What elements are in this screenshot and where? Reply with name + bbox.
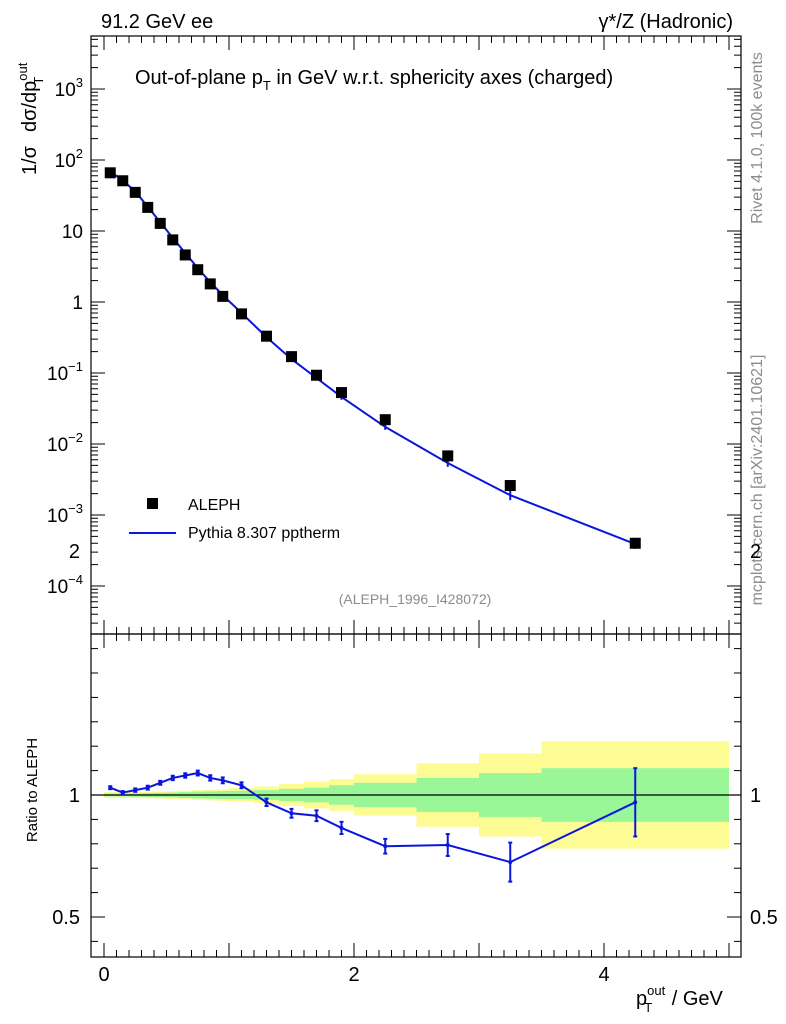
y-tick-label: 102 [55,146,83,172]
ratio-point [633,800,638,805]
aleph-data-point [379,414,391,426]
mcplots-label: mcplots.cern.ch [arXiv:2401.10621] [749,355,766,606]
x-tick-label: 4 [598,964,609,986]
ratio-y-tick-label-left: 1 [69,785,80,807]
ratio-point [133,788,138,793]
ratio-point [158,780,163,785]
legend-data-marker [147,498,158,509]
y-tick-label: 10−4 [47,572,83,598]
ratio-point [195,771,200,776]
aleph-data-point [217,290,229,302]
legend-mc-label: Pythia 8.307 pptherm [188,525,340,542]
ratio-point [445,843,450,848]
aleph-data-point [167,234,179,246]
aleph-data-point [192,264,204,276]
main-plot-frame [90,35,742,635]
ratio-point [314,813,319,818]
main-y-axis-label: 1/σdσ/dpoutT [15,62,46,175]
main-panel: 10−4 10−3 10−2 10−1 1 10 102 103 [47,35,742,635]
x-tick-label: 2 [348,964,359,986]
y-tick-label: 10−1 [47,359,83,385]
ratio-y-tick-label-left: 0.5 [52,907,80,929]
rivet-version-label: Rivet 4.1.0, 100k events [749,52,766,224]
aleph-data-point [629,537,641,549]
legend: ALEPH Pythia 8.307 pptherm [129,497,340,542]
x-axis-label: pout T / GeV [636,983,724,1015]
aleph-data-point [311,369,322,381]
ratio-point [145,785,150,790]
ratio-y-tick-label-right: 1 [750,785,761,807]
aleph-data-point [504,480,516,492]
y-tick-label: 1 [72,293,83,314]
aleph-data-point [261,330,272,342]
aleph-data-point [236,308,247,320]
ratio-point [120,790,125,795]
ratio-point [108,785,113,790]
aleph-data-point [204,278,216,290]
x-tick-label: 0 [98,964,109,986]
ratio-y-tick-label-right: 0.5 [750,907,778,929]
analysis-id-label: (ALEPH_1996_I428072) [339,591,492,607]
y-tick-label: 10−3 [47,501,83,527]
ratio-point [170,775,175,780]
ratio-point [208,775,213,780]
ratio-point [183,773,188,778]
ratio-point [508,860,513,865]
ratio-y-axis-label: Ratio to ALEPH [24,738,41,842]
aleph-data-point [104,167,116,179]
ratio-panel: 0.5 0.5 1 1 2 2 0 2 4 [52,541,778,986]
chart-title: Out-of-plane pT in GeV w.r.t. sphericity… [135,67,613,93]
aleph-data-point [442,450,454,462]
aleph-data-point [142,201,154,213]
ratio-y-tick-label-left: 2 [69,541,80,563]
ratio-point [289,811,294,816]
ratio-point [220,778,225,783]
aleph-data-point [179,249,191,261]
mc-curve [109,170,636,545]
aleph-data-point [154,217,166,229]
process-label: γ*/Z (Hadronic) [599,11,733,33]
ratio-point [383,844,388,849]
energy-label: 91.2 GeV ee [101,11,213,33]
legend-data-label: ALEPH [188,497,240,514]
y-tick-label: 10 [62,222,83,243]
ratio-point [239,783,244,788]
y-tick-label: 10−2 [47,430,83,456]
aleph-data-point [129,186,141,198]
ratio-y-tick-label-right: 2 [750,541,761,563]
y-tick-label: 103 [55,75,83,101]
aleph-data-point [336,387,347,399]
ratio-point [339,825,344,830]
ratio-point [264,800,269,805]
aleph-data-point [117,175,129,187]
aleph-data-point [286,351,297,363]
